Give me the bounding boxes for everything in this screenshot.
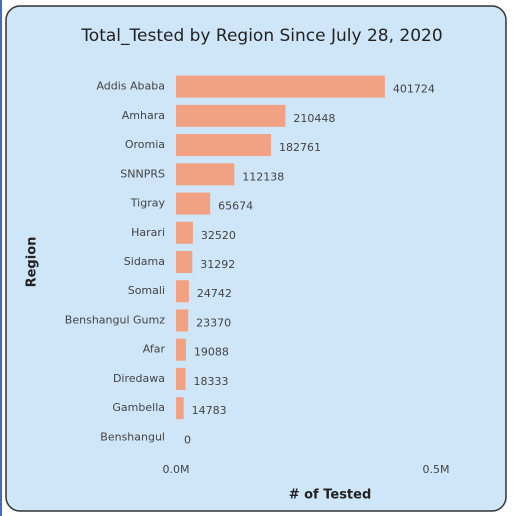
panel xyxy=(5,5,507,512)
y-tick-label: SNNPRS xyxy=(120,167,165,180)
bar xyxy=(176,367,186,390)
y-tick-label: Afar xyxy=(143,343,166,356)
y-tick-label: Benshangul xyxy=(100,430,165,443)
y-tick-label: Amhara xyxy=(122,109,165,122)
value-label: 32520 xyxy=(201,229,236,242)
value-label: 65674 xyxy=(218,200,253,213)
value-label: 0 xyxy=(184,433,191,446)
value-label: 112138 xyxy=(242,170,284,183)
y-tick-label: Oromia xyxy=(125,138,165,151)
bar xyxy=(176,338,186,361)
y-axis-title: Region xyxy=(25,237,40,288)
y-tick-label: Sidama xyxy=(124,255,165,268)
value-label: 401724 xyxy=(393,83,435,96)
value-label: 182761 xyxy=(279,141,321,154)
bar xyxy=(176,280,189,303)
y-tick-label: Gambella xyxy=(112,401,165,414)
y-tick-label: Addis Ababa xyxy=(96,80,165,93)
y-tick-label: Harari xyxy=(131,226,165,239)
x-axis-title: # of Tested xyxy=(289,488,372,503)
value-label: 18333 xyxy=(194,375,229,388)
value-label: 24742 xyxy=(197,287,232,300)
bar xyxy=(176,397,184,420)
bar xyxy=(176,104,286,127)
x-tick-label: 0.5M xyxy=(423,463,450,476)
bar xyxy=(176,309,189,332)
y-tick-label: Diredawa xyxy=(113,372,165,385)
bar xyxy=(176,134,272,157)
x-tick-label: 0.0M xyxy=(163,463,190,476)
value-label: 210448 xyxy=(293,112,335,125)
value-label: 19088 xyxy=(194,346,229,359)
bar xyxy=(176,192,211,215)
bar xyxy=(176,221,193,244)
bar xyxy=(176,251,193,273)
y-tick-label: Benshangul Gumz xyxy=(65,313,165,326)
bar xyxy=(176,75,385,98)
value-label: 31292 xyxy=(200,258,235,271)
y-tick-label: Somali xyxy=(128,284,165,297)
y-tick-label: Tigray xyxy=(130,197,166,210)
chart-title: Total_Tested by Region Since July 28, 20… xyxy=(80,26,442,46)
bar xyxy=(176,163,235,186)
value-label: 23370 xyxy=(196,316,231,329)
value-label: 14783 xyxy=(192,404,227,417)
